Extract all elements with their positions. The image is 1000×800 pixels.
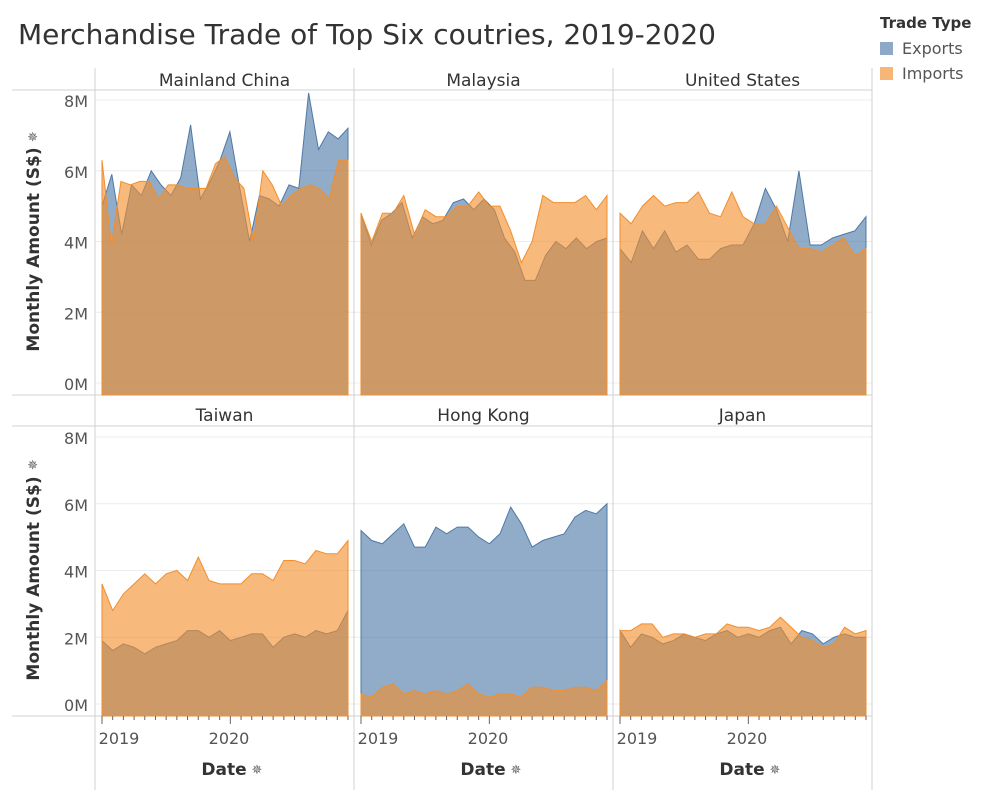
imports-area[interactable] <box>101 539 349 717</box>
pin-icon[interactable]: ✵ <box>511 763 522 778</box>
y-axis-title: Monthly Amount (S$) <box>24 147 44 351</box>
y-tick-label: 8M <box>64 92 88 111</box>
panel-title-japan: Japan <box>718 406 766 426</box>
y-tick-label: 8M <box>64 429 88 448</box>
legend-label-imports: Imports <box>902 64 964 83</box>
x-axis-title: Date <box>201 760 246 780</box>
x-tick-label: 2019 <box>358 729 399 748</box>
x-axis-title: Date <box>460 760 505 780</box>
panel-title-united-states: United States <box>685 71 800 91</box>
legend-item-exports[interactable]: Exports <box>880 36 971 61</box>
x-tick-label: 2019 <box>99 729 140 748</box>
y-tick-label: 4M <box>64 234 88 253</box>
pin-icon[interactable]: ✵ <box>770 763 781 778</box>
y-tick-label: 4M <box>64 563 88 582</box>
imports-area[interactable] <box>619 616 867 717</box>
y-tick-label: 2M <box>64 304 88 323</box>
y-axis-title: Monthly Amount (S$) <box>24 476 44 680</box>
imports-area[interactable] <box>101 155 349 396</box>
x-tick-label: 2020 <box>727 729 768 748</box>
legend-swatch-imports <box>880 67 893 80</box>
y-tick-label: 6M <box>64 496 88 515</box>
legend-item-imports[interactable]: Imports <box>880 61 971 86</box>
panel-title-malaysia: Malaysia <box>446 71 520 91</box>
panel-title-hong-kong: Hong Kong <box>437 406 529 426</box>
x-tick-label: 2020 <box>468 729 509 748</box>
panel-title-mainland-china: Mainland China <box>159 71 290 91</box>
legend-label-exports: Exports <box>902 39 963 58</box>
y-tick-label: 0M <box>64 375 88 394</box>
exports-area[interactable] <box>360 502 608 717</box>
pin-icon[interactable]: ✵ <box>24 128 42 146</box>
imports-area[interactable] <box>360 191 608 396</box>
x-tick-label: 2019 <box>617 729 658 748</box>
legend-swatch-exports <box>880 42 893 55</box>
chart-title: Merchandise Trade of Top Six coutries, 2… <box>18 18 716 51</box>
legend-title: Trade Type <box>880 14 972 32</box>
pin-icon[interactable]: ✵ <box>252 763 263 778</box>
legend: Trade Type Exports Imports <box>880 14 971 86</box>
pin-icon[interactable]: ✵ <box>24 456 42 474</box>
x-tick-label: 2020 <box>209 729 250 748</box>
panel-title-taiwan: Taiwan <box>195 406 254 426</box>
imports-area[interactable] <box>619 190 867 396</box>
y-tick-label: 6M <box>64 163 88 182</box>
y-tick-label: 2M <box>64 629 88 648</box>
x-axis-title: Date <box>719 760 764 780</box>
imports-area[interactable] <box>360 679 608 717</box>
y-tick-label: 0M <box>64 696 88 715</box>
